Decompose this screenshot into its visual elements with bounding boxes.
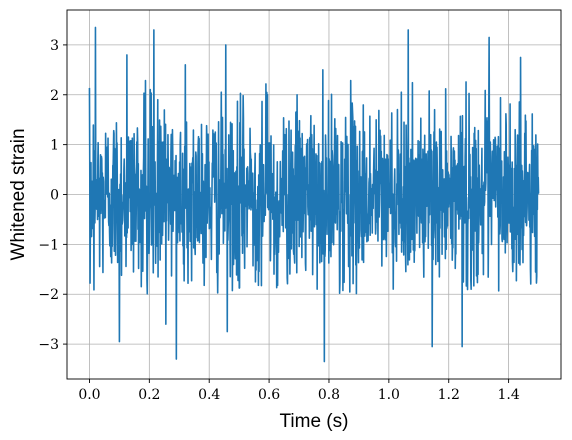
axis-ticks: 0.0 0.2 0.4 0.6 0.8 1.0 1.2 1.4 −3 −2 −1 0 1 2 3 bbox=[38, 38, 519, 403]
plot-area bbox=[88, 26, 540, 363]
y-tick-label: 3 bbox=[50, 38, 59, 54]
x-tick-label: 0.4 bbox=[198, 387, 220, 403]
y-tick-label: 2 bbox=[50, 88, 59, 104]
x-tick-label: 0.2 bbox=[138, 387, 160, 403]
series-line bbox=[88, 26, 540, 363]
x-tick-label: 0.8 bbox=[318, 387, 340, 403]
x-tick-label: 1.0 bbox=[378, 387, 400, 403]
y-tick-label: 1 bbox=[50, 138, 59, 154]
y-tick-label: −1 bbox=[38, 237, 59, 253]
x-tick-label: 1.2 bbox=[438, 387, 460, 403]
y-tick-label: 0 bbox=[50, 188, 59, 204]
x-tick-label: 0.0 bbox=[78, 387, 100, 403]
x-axis-label: Time (s) bbox=[280, 411, 349, 432]
x-tick-label: 1.4 bbox=[497, 387, 519, 403]
y-axis-label: Whitened strain bbox=[8, 128, 29, 260]
x-tick-label: 0.6 bbox=[258, 387, 280, 403]
y-tick-label: −3 bbox=[38, 337, 59, 353]
y-tick-label: −2 bbox=[38, 287, 59, 303]
